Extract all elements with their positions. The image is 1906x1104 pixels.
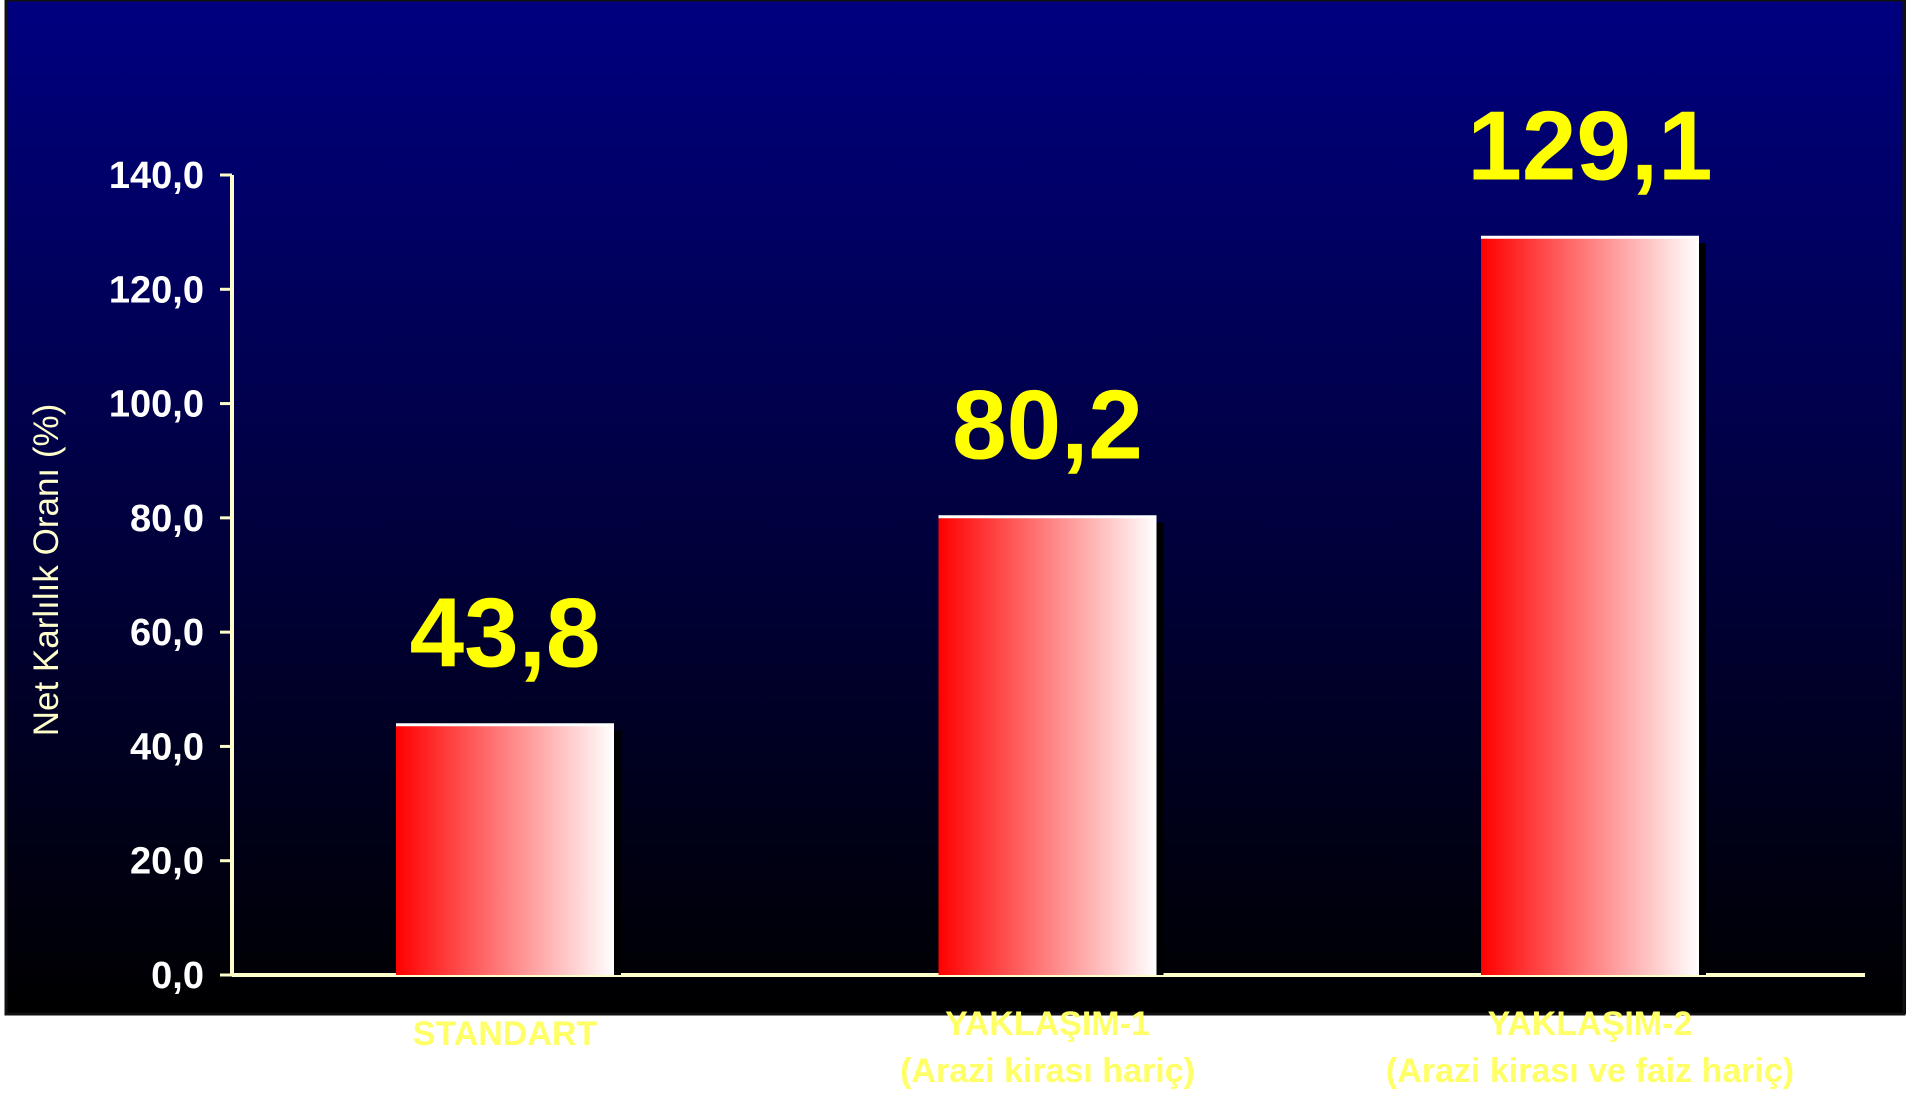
category-label: YAKLAŞIM-2: [1488, 1005, 1693, 1043]
category-label: STANDART: [413, 1015, 598, 1053]
data-label: 80,2: [952, 370, 1143, 480]
y-tick-label: 140,0: [109, 155, 204, 197]
y-tick-label: 40,0: [130, 726, 204, 768]
data-label: 129,1: [1467, 90, 1712, 200]
bar: [1481, 237, 1699, 976]
y-axis-label: Net Karlılık Oranı (%): [27, 404, 66, 737]
bars: [396, 235, 1706, 976]
bar: [396, 724, 614, 975]
bar: [938, 516, 1157, 975]
plot-border: [4, 0, 1906, 1016]
y-tick-label: 80,0: [130, 498, 204, 540]
y-tick-label: 0,0: [151, 955, 204, 997]
y-tick-label: 100,0: [109, 384, 204, 426]
y-tick-label: 120,0: [109, 269, 204, 311]
y-tick-label: 20,0: [130, 841, 204, 883]
y-tick-label: 60,0: [130, 612, 204, 654]
labels: 43,8 STANDART 80,2 YAKLAŞIM-1 (Arazi kirası …: [410, 90, 1794, 1090]
category-label: (Arazi kirası hariç): [900, 1052, 1195, 1090]
category-label: (Arazi kirası ve faiz hariç): [1386, 1052, 1794, 1090]
data-label: 43,8: [410, 578, 601, 688]
category-label: YAKLAŞIM-1: [945, 1005, 1150, 1043]
